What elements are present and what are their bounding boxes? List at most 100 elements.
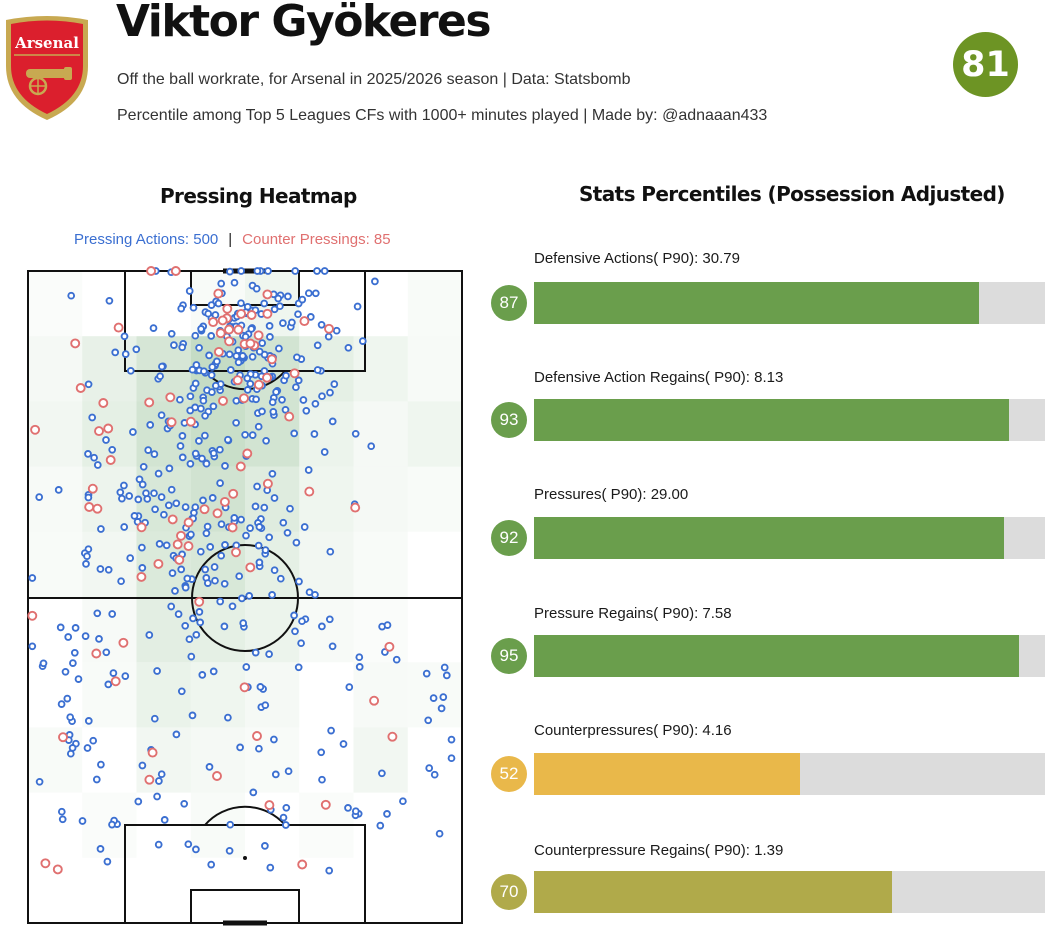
pressing-action-point (186, 392, 195, 401)
counter-pressing-point (242, 448, 253, 459)
counter-pressing-point (299, 316, 310, 327)
pressing-action-point (216, 597, 225, 606)
pressing-action-point (439, 693, 448, 701)
pressing-action-point (279, 518, 288, 527)
pressing-action-point (172, 730, 181, 739)
pressing-action-point (157, 493, 166, 501)
pressing-action-point (430, 770, 439, 779)
pressing-action-point (270, 494, 279, 502)
pressing-action-point (104, 565, 113, 574)
counter-pressing-point (253, 330, 264, 341)
pressing-action-point (120, 332, 129, 341)
pressing-action-point (230, 278, 239, 287)
pressing-action-point (248, 431, 257, 439)
player-name: Viktor Gyökeres (116, 0, 492, 47)
pressing-action-point (209, 667, 218, 676)
pressing-action-point (195, 343, 203, 352)
counter-pressing-point (98, 398, 109, 408)
pressing-action-point (189, 303, 198, 312)
pressing-action-point (249, 788, 258, 797)
pressing-action-point (130, 512, 139, 520)
pressing-action-point (39, 659, 48, 668)
pressing-action-point (78, 817, 87, 825)
pressing-action-point (344, 804, 352, 812)
pressing-action-point (178, 453, 187, 462)
pressing-action-point (345, 683, 354, 691)
counter-pressing-point (153, 558, 164, 569)
pressing-action-point (392, 655, 401, 664)
pressing-action-point (88, 413, 97, 422)
pressing-action-point (206, 543, 215, 551)
subtitle-percentile: Percentile among Top 5 Leagues CFs with … (117, 107, 768, 124)
counter-pressing-point (266, 354, 277, 365)
pressing-action-point (216, 445, 224, 454)
pressing-action-point (355, 663, 364, 671)
pressing-action-point (82, 560, 90, 568)
pressing-action-point (167, 602, 176, 611)
pressing-action-point (226, 366, 235, 374)
pressing-action-point (192, 361, 201, 369)
pressing-action-point (260, 299, 269, 308)
stat-bar-fill (534, 282, 979, 324)
pressing-action-point (120, 481, 128, 490)
heat-cell (353, 336, 408, 402)
pressing-action-point (208, 363, 217, 371)
counter-pressing-point (170, 266, 181, 276)
pressing-action-point (205, 763, 214, 771)
pressing-action-point (162, 541, 171, 550)
pressing-action-point (209, 449, 218, 458)
pressing-action-point (324, 332, 333, 341)
pressing-action-point (93, 609, 102, 618)
pressing-action-point (160, 816, 169, 824)
heat-cell (353, 466, 408, 532)
heat-cell (407, 271, 462, 337)
pressing-action-point (279, 813, 288, 822)
pressing-action-point (298, 617, 306, 626)
pressing-points (27, 266, 456, 875)
pressing-action-point (440, 663, 449, 672)
stat-bar-track (534, 635, 1045, 677)
pressing-action-point (241, 430, 249, 439)
pressing-action-point (208, 494, 217, 502)
counter-pressing-point (167, 514, 178, 525)
pressing-action-point (294, 663, 303, 672)
pressing-action-point (241, 332, 250, 341)
pressing-action-point (168, 569, 177, 577)
stat-bar-track (534, 517, 1045, 559)
pressing-action-point (201, 411, 209, 420)
pressing-action-point (132, 345, 141, 354)
pressing-action-point (255, 744, 263, 753)
pressing-action-point (295, 577, 303, 586)
pressing-action-point (325, 615, 334, 624)
pressing-action-point (35, 777, 44, 786)
pressing-action-point (437, 704, 446, 713)
counter-pressing-point (105, 455, 116, 465)
pressing-action-point (232, 396, 241, 405)
heat-cell (299, 531, 354, 597)
pressing-action-point (422, 669, 431, 678)
counter-pressing-point (252, 731, 262, 741)
bottom-six-yard-box (190, 889, 300, 924)
pressing-action-point (89, 736, 98, 745)
counter-pressing-point (369, 695, 380, 706)
pressing-action-point (170, 341, 178, 349)
heat-cell (353, 531, 408, 597)
pressing-action-point (96, 565, 105, 573)
pressing-action-point (246, 379, 255, 388)
pressing-action-point (176, 395, 184, 404)
pressing-action-point (134, 495, 143, 504)
pressing-action-point (238, 352, 247, 360)
pressing-action-point (281, 405, 290, 414)
pressing-action-point (230, 514, 239, 522)
pressing-action-point (367, 442, 376, 451)
pressing-action-point (197, 404, 205, 413)
counter-pressing-point (228, 488, 239, 499)
pressing-action-point (153, 667, 161, 675)
pressing-action-point (151, 505, 159, 514)
counter-pressing-point (213, 346, 224, 357)
pressing-action-point (207, 860, 216, 869)
heat-cell (28, 271, 83, 337)
pressing-action-point (272, 388, 280, 396)
counter-pressing-point (297, 859, 308, 870)
pressing-action-point (253, 482, 261, 491)
